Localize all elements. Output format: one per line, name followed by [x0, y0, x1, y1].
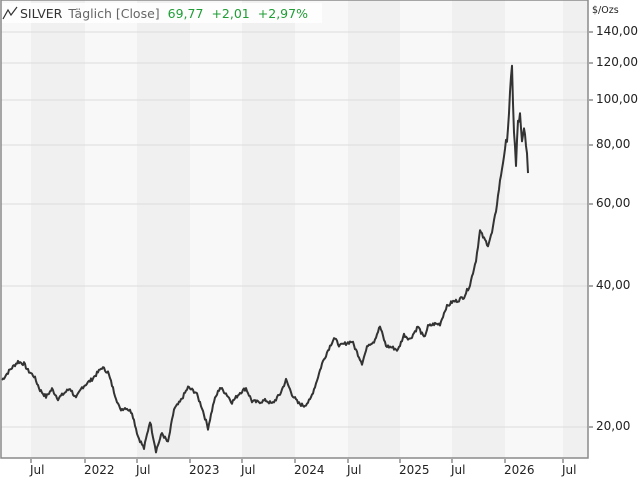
- x-tick-label: 2022: [84, 463, 115, 477]
- line-chart-icon: [2, 6, 18, 20]
- x-tick-label: Jul: [562, 463, 577, 477]
- chart-legend: SILVER Täglich [Close] 69,77 +2,01 +2,97…: [2, 3, 322, 23]
- y-axis-ticks: [589, 31, 593, 428]
- price-change-pct: +2,97%: [257, 5, 308, 21]
- price-line[interactable]: [1, 64, 529, 454]
- grid-lines: [1, 31, 588, 428]
- x-axis-ticks: [30, 459, 564, 463]
- x-tick-label: 2024: [294, 463, 325, 477]
- y-axis-unit: $/Ozs: [592, 5, 619, 16]
- x-tick-label: 2026: [504, 463, 535, 477]
- y-tick-label: 20,00: [596, 419, 631, 433]
- y-tick-label: 40,00: [596, 278, 631, 292]
- y-tick-label: 120,00: [596, 55, 638, 69]
- x-tick-label: Jul: [30, 463, 45, 477]
- x-tick-label: 2023: [189, 463, 220, 477]
- x-tick-label: 2025: [399, 463, 430, 477]
- y-tick-label: 80,00: [596, 137, 631, 151]
- last-price: 69,77: [167, 5, 204, 21]
- y-tick-label: 60,00: [596, 196, 631, 210]
- interval-label: Täglich [Close]: [68, 5, 160, 21]
- period-bands: [31, 0, 588, 458]
- plot-frame: [0, 0, 589, 459]
- y-tick-label: 100,00: [596, 92, 638, 106]
- y-tick-label: 140,00: [596, 24, 638, 38]
- price-change: +2,01: [211, 5, 250, 21]
- x-tick-label: Jul: [136, 463, 151, 477]
- x-tick-label: Jul: [347, 463, 362, 477]
- x-tick-label: Jul: [451, 463, 466, 477]
- symbol-name: SILVER: [20, 5, 63, 21]
- x-tick-label: Jul: [241, 463, 256, 477]
